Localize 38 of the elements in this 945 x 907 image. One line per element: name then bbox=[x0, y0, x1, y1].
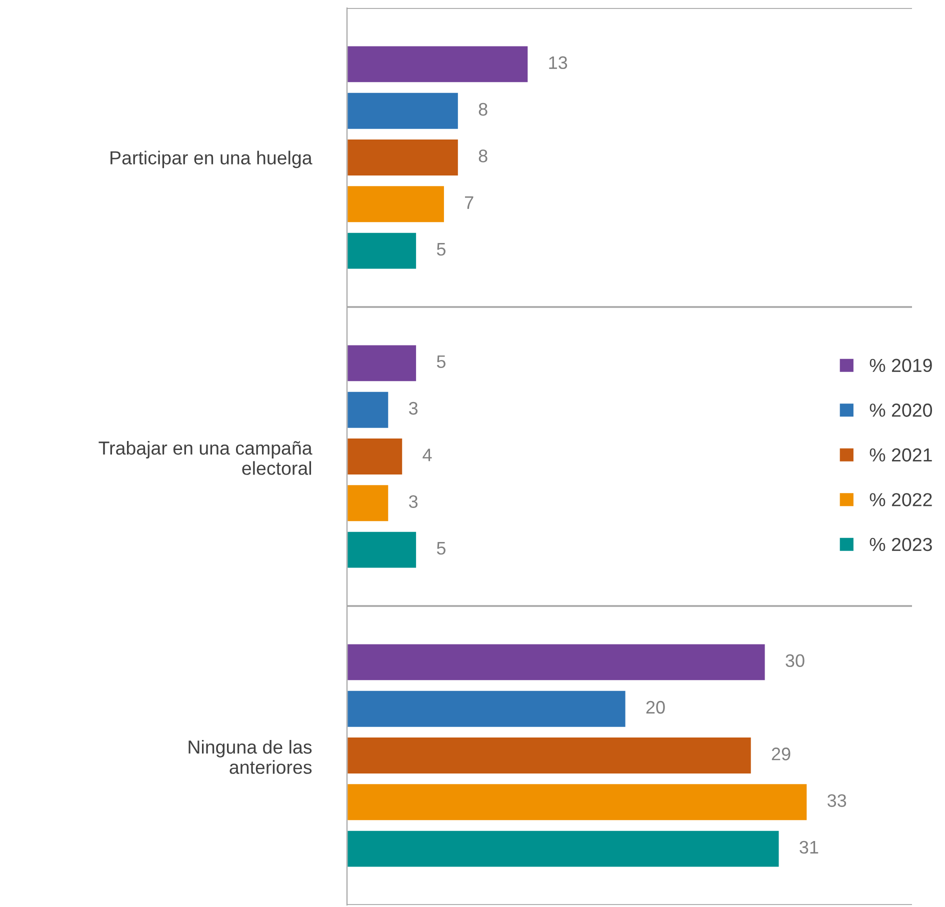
data-label: 3 bbox=[408, 495, 418, 508]
legend-label: % 2022 bbox=[870, 493, 932, 506]
data-label: 8 bbox=[478, 150, 488, 162]
bar bbox=[347, 484, 390, 522]
legend-label: % 2023 bbox=[870, 538, 932, 552]
data-label: 8 bbox=[478, 102, 488, 116]
y-tick-label: Trabajar en una campaña electoral bbox=[98, 440, 312, 475]
bar bbox=[347, 736, 752, 775]
y-tick-label: Participar en una huelga bbox=[110, 150, 312, 168]
bar bbox=[347, 642, 766, 682]
data-label: 29 bbox=[772, 748, 790, 760]
data-label: 5 bbox=[436, 355, 446, 368]
legend-label: % 2021 bbox=[870, 448, 932, 462]
legend-label: % 2019 bbox=[870, 358, 932, 372]
bar bbox=[347, 690, 627, 728]
data-label: 31 bbox=[800, 840, 818, 854]
bar bbox=[347, 829, 780, 868]
legend-label: % 2020 bbox=[870, 404, 932, 417]
bar bbox=[347, 138, 460, 177]
data-label: 20 bbox=[646, 700, 665, 714]
bar bbox=[347, 390, 390, 430]
bar bbox=[347, 437, 404, 476]
data-label: 30 bbox=[786, 654, 804, 668]
data-label: 33 bbox=[828, 794, 846, 807]
bar bbox=[347, 184, 446, 224]
data-label: 3 bbox=[408, 402, 418, 415]
data-label: 5 bbox=[436, 542, 446, 555]
data-label: 7 bbox=[465, 196, 474, 209]
bar bbox=[347, 92, 460, 130]
data-label: 5 bbox=[436, 243, 446, 256]
bar bbox=[347, 344, 418, 383]
data-label: 13 bbox=[549, 56, 568, 70]
bar bbox=[347, 782, 808, 822]
bar bbox=[347, 44, 530, 84]
y-tick-label: Ninguna de las anteriores bbox=[188, 740, 312, 774]
data-label: 4 bbox=[422, 448, 432, 462]
bar bbox=[347, 231, 418, 270]
bar bbox=[347, 530, 418, 570]
